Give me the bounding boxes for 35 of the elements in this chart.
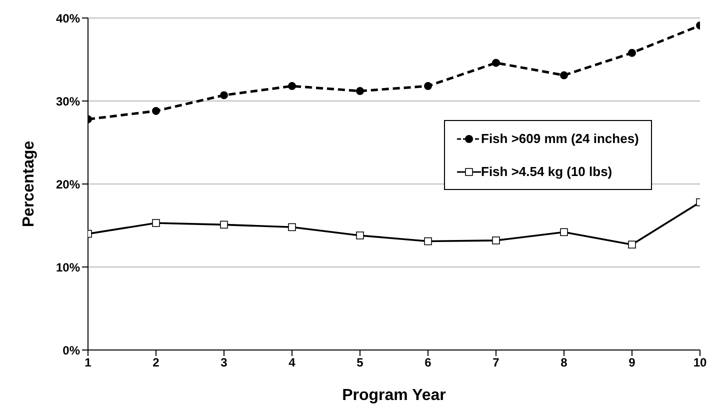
point [628, 48, 636, 57]
point [628, 240, 636, 248]
x-tick-label: 10 [693, 356, 707, 370]
point [220, 91, 228, 100]
point [220, 220, 228, 229]
point [288, 223, 296, 232]
point [152, 219, 160, 227]
y-tick-label: 30% [56, 94, 80, 108]
point [560, 228, 568, 236]
point [424, 237, 432, 246]
x-tick-label: 7 [492, 356, 500, 370]
point [424, 82, 432, 90]
x-axis-title: Program Year [342, 387, 446, 404]
x-tick-label: 4 [288, 356, 296, 370]
point [492, 236, 500, 244]
y-tick-label: 10% [56, 260, 80, 274]
x-tick-label: 8 [560, 356, 568, 370]
point [560, 71, 568, 80]
x-tick-label: 3 [220, 356, 228, 370]
point [356, 87, 364, 96]
y-tick-label: 20% [56, 177, 80, 192]
point [492, 58, 500, 67]
y-tick-label: 40% [56, 11, 80, 26]
legend-label: Fish >4.54 kg (10 lbs) [481, 164, 612, 179]
x-tick-label: 6 [424, 356, 432, 370]
x-tick-label: 5 [356, 356, 364, 370]
point [356, 232, 364, 240]
point [152, 106, 160, 115]
y-axis-title: Percentage [20, 140, 38, 228]
x-tick-label: 2 [152, 356, 160, 370]
legend-label: Fish >609 mm (24 inches) [481, 131, 639, 146]
x-tick-label: 1 [84, 356, 92, 370]
y-tick-label: 0% [62, 343, 80, 358]
point [288, 82, 296, 90]
x-tick-label: 9 [628, 356, 636, 370]
